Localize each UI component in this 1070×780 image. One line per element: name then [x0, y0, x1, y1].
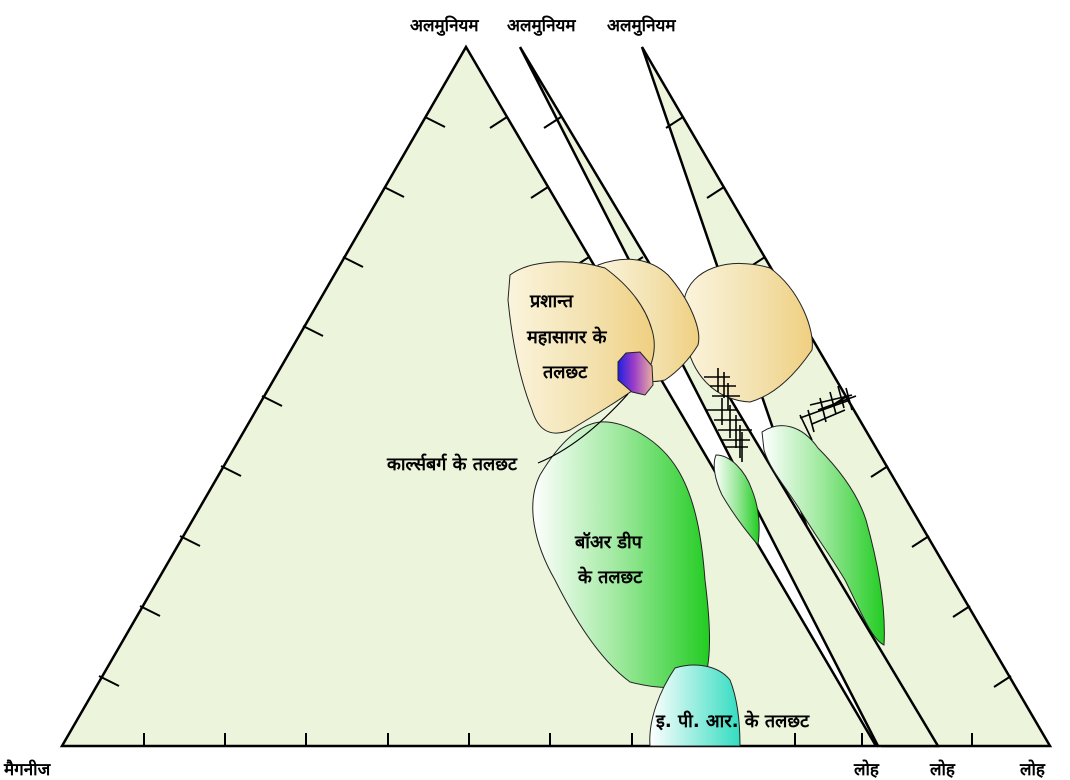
- epr-label: इ. पी. आर. के तलछट: [655, 710, 810, 732]
- apex-label-1: अलमुनियम: [410, 15, 479, 36]
- left-edge-ticks: [98, 116, 446, 687]
- pacific-label-line-3: तलछट: [542, 362, 588, 383]
- apex-label-2: अलमुनियम: [507, 15, 576, 36]
- bauer-label-line-1: बॉअर डीप: [574, 531, 643, 553]
- bauer-region-middle: [713, 454, 760, 547]
- bauer-label-line-2: के तलछट: [577, 566, 643, 588]
- data-crosses-back: [799, 385, 857, 441]
- karlsberg-region: [617, 351, 654, 396]
- karlsberg-leader-line: [537, 393, 629, 464]
- bottom-right-label-2: लोह: [929, 759, 956, 780]
- pacific-region-back: [683, 262, 813, 403]
- pacific-label-line-1: प्रशान्त: [529, 291, 574, 312]
- data-crosses-middle: [704, 368, 752, 462]
- karlsberg-label: कार्ल्सबर्ग के तलछट: [386, 453, 518, 475]
- apex-label-3: अलमुनियम: [607, 15, 676, 36]
- bottom-right-label-1: लोह: [853, 759, 880, 780]
- epr-region: [649, 664, 741, 747]
- bottom-right-label-3: लोह: [1019, 759, 1046, 780]
- bottom-left-label: मैगनीज: [3, 759, 52, 780]
- pacific-label-line-2: महासागर के: [526, 326, 608, 348]
- bauer-region-back: [761, 425, 885, 646]
